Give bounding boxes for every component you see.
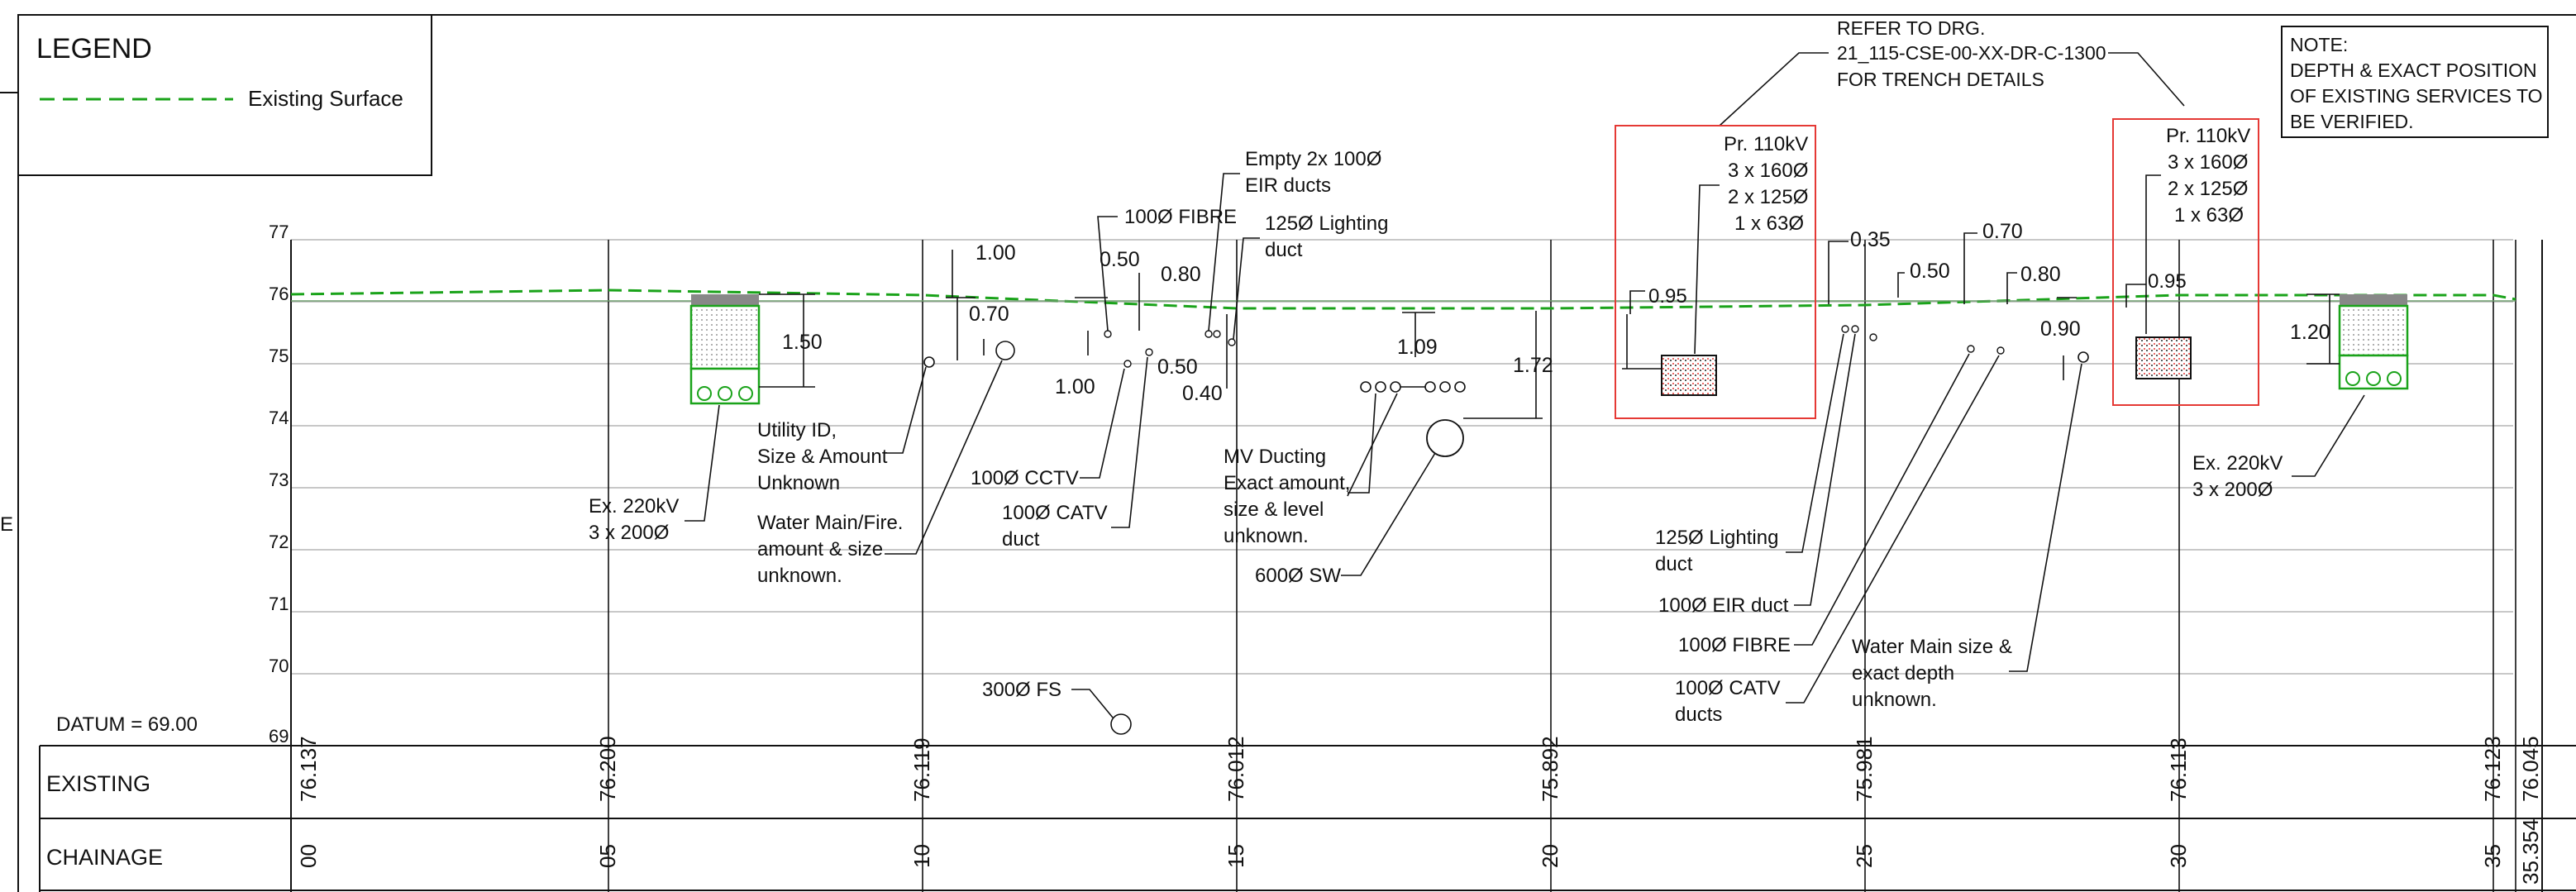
refer-annotation: REFER TO DRG. 21_115-CSE-00-XX-DR-C-1300… (1720, 17, 2184, 126)
svg-text:0.50: 0.50 (1100, 248, 1140, 271)
utility-id-label: Utility ID, Size & Amount Unknown (757, 419, 893, 494)
chainage-band-label: CHAINAGE (46, 845, 163, 870)
svg-text:71: 71 (269, 594, 289, 614)
svg-text:0.80: 0.80 (2020, 263, 2061, 286)
svg-text:72: 72 (269, 532, 289, 552)
lighting-right-label: 125Ø Lighting duct (1655, 527, 1784, 575)
svg-text:75.892: 75.892 (1538, 736, 1562, 802)
mv-ducting-cluster: 1.09 1.72 (1361, 311, 1553, 456)
level-labels: 77 76 75 74 73 72 71 70 69 (269, 222, 289, 747)
svg-text:76.200: 76.200 (595, 736, 620, 802)
svg-text:20: 20 (1538, 844, 1562, 868)
svg-text:76.119: 76.119 (909, 737, 934, 802)
svg-text:76: 76 (269, 284, 289, 304)
svg-text:76.113: 76.113 (2166, 737, 2191, 802)
legend-item-label: Existing Surface (248, 86, 403, 111)
sw-600-label: 600Ø SW (1255, 565, 1341, 587)
svg-text:76.137: 76.137 (296, 736, 321, 802)
svg-text:1.72: 1.72 (1513, 354, 1553, 377)
catv-left-label: 100Ø CATV duct (1002, 502, 1113, 551)
pr-110kv-box-b: Pr. 110kV 3 x 160Ø 2 x 125Ø 1 x 63Ø 0.95 (2113, 119, 2259, 405)
svg-text:76.012: 76.012 (1224, 736, 1248, 802)
water-main-fire-label: Water Main/Fire. amount & size unknown. (757, 512, 909, 587)
lighting-top-label: 125Ø Lighting duct (1265, 212, 1394, 261)
svg-text:15: 15 (1224, 844, 1248, 868)
ex-220kv-left-block: 1.50 (691, 294, 823, 403)
svg-text:35: 35 (2480, 844, 2505, 868)
svg-text:00: 00 (296, 844, 321, 868)
fibre-top-label: 100Ø FIBRE (1124, 206, 1237, 228)
legend-title: LEGEND (36, 33, 152, 64)
fibre-right-label: 100Ø FIBRE (1678, 634, 1791, 656)
svg-text:0.95: 0.95 (2148, 270, 2187, 293)
empty-eir-label: Empty 2x 100Ø EIR ducts (1245, 148, 1387, 197)
svg-text:30: 30 (2166, 844, 2191, 868)
fs-300-label: 300Ø FS (982, 679, 1061, 701)
svg-text:0.50: 0.50 (1910, 260, 1950, 283)
svg-text:0.70: 0.70 (1982, 220, 2023, 243)
note-text: NOTE: DEPTH & EXACT POSITION OF EXISTING… (2290, 34, 2548, 132)
edge-label: E (0, 513, 13, 536)
svg-text:0.95: 0.95 (1648, 285, 1687, 308)
svg-text:1.00: 1.00 (976, 241, 1016, 265)
svg-text:0.40: 0.40 (1182, 382, 1223, 405)
chainage-values: 00 05 10 15 20 25 30 35 35.354 (296, 818, 2543, 885)
svg-text:0.70: 0.70 (969, 303, 1009, 326)
svg-text:69: 69 (269, 726, 289, 747)
svg-text:25: 25 (1852, 844, 1877, 868)
svg-text:70: 70 (269, 656, 289, 676)
svg-text:10: 10 (909, 844, 934, 868)
svg-text:1.00: 1.00 (1055, 375, 1095, 398)
svg-text:0.80: 0.80 (1161, 263, 1201, 286)
svg-text:75.981: 75.981 (1852, 736, 1877, 802)
cctv-label: 100Ø CCTV (971, 467, 1079, 489)
svg-text:76.123: 76.123 (2480, 736, 2505, 802)
data-band: EXISTING CHAINAGE (40, 746, 2576, 892)
pr-110kv-box-a: Pr. 110kV 3 x 160Ø 2 x 125Ø 1 x 63Ø 0.95 (1615, 126, 1815, 418)
svg-text:05: 05 (595, 844, 620, 868)
svg-text:0.35: 0.35 (1850, 228, 1891, 251)
catv-right-label: 100Ø CATV ducts (1675, 677, 1786, 726)
ex-220kv-left-label: Ex. 220kV 3 x 200Ø (589, 495, 685, 544)
svg-text:35.354: 35.354 (2518, 818, 2543, 885)
svg-text:76.045: 76.045 (2518, 736, 2543, 802)
svg-text:77: 77 (269, 222, 289, 242)
eir-right-label: 100Ø EIR duct (1658, 594, 1789, 617)
svg-text:Pr. 110kV 3 x 160Ø: Pr. 110kV 3 x 160Ø 2 x 125Ø 1 x 63Ø (1724, 133, 1814, 235)
svg-text:Pr. 110kV 3 x 160Ø: Pr. 110kV 3 x 160Ø 2 x 125Ø 1 x 63Ø (2166, 125, 2256, 227)
datum-label: DATUM = 69.00 (56, 713, 198, 736)
svg-text:REFER TO DRG. 21_115-CSE: REFER TO DRG. 21_115-CSE-00-XX-DR-C-1300… (1837, 17, 2111, 90)
ex-220kv-right-block: 1.20 (2290, 294, 2407, 389)
mv-ducting-label: MV Ducting Exact amount, size & level un… (1224, 446, 1356, 547)
svg-text:1.50: 1.50 (782, 331, 823, 354)
svg-text:0.90: 0.90 (2040, 317, 2081, 341)
svg-text:73: 73 (269, 470, 289, 490)
svg-text:1.20: 1.20 (2290, 321, 2330, 344)
note-box: NOTE: DEPTH & EXACT POSITION OF EXISTING… (2282, 26, 2548, 137)
svg-text:75: 75 (269, 346, 289, 366)
ex-220kv-right-label: Ex. 220kV 3 x 200Ø (2192, 452, 2288, 501)
svg-text:0.50: 0.50 (1157, 355, 1198, 379)
svg-text:74: 74 (269, 408, 289, 428)
svg-text:1.09: 1.09 (1397, 336, 1438, 359)
existing-band-label: EXISTING (46, 771, 150, 796)
existing-surface-line (291, 290, 2516, 308)
legend-box: LEGEND Existing Surface (18, 15, 432, 175)
